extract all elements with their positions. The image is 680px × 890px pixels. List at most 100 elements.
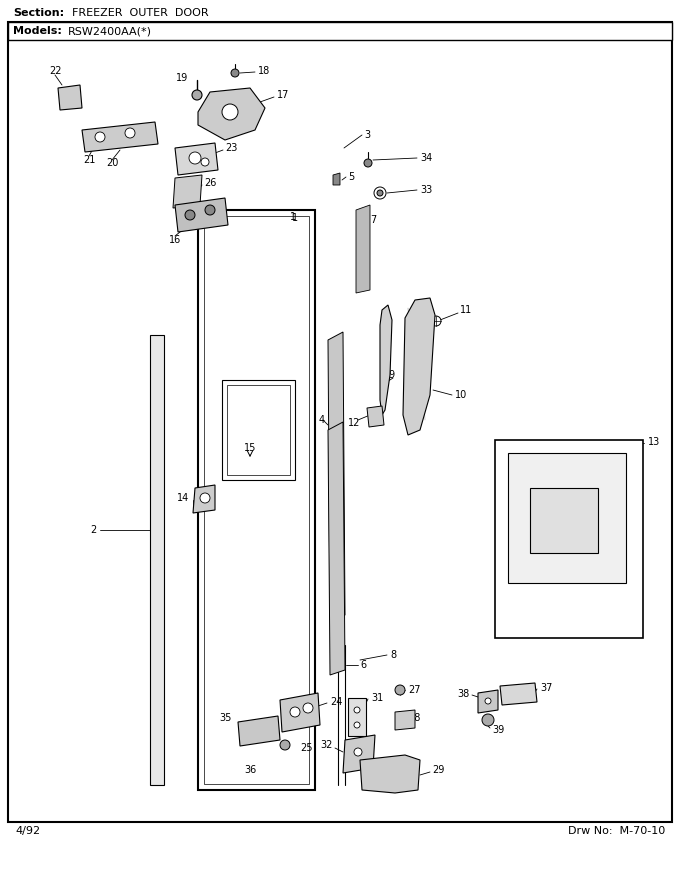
Text: 15: 15 — [244, 443, 256, 453]
Circle shape — [200, 493, 210, 503]
Bar — [530, 488, 598, 553]
Polygon shape — [198, 88, 265, 140]
Text: 9: 9 — [389, 370, 395, 380]
Circle shape — [231, 69, 239, 77]
Bar — [508, 453, 626, 583]
Text: 18: 18 — [258, 66, 270, 76]
Text: 21: 21 — [83, 155, 95, 165]
Polygon shape — [193, 485, 215, 513]
Circle shape — [377, 190, 383, 196]
Circle shape — [280, 740, 290, 750]
Circle shape — [303, 703, 313, 713]
Text: 11: 11 — [460, 305, 472, 315]
Polygon shape — [478, 690, 498, 713]
Text: 35: 35 — [220, 713, 232, 723]
Text: 17: 17 — [277, 90, 290, 100]
Polygon shape — [356, 205, 370, 293]
Text: 28: 28 — [408, 713, 420, 723]
Text: 39: 39 — [492, 725, 505, 735]
Text: 32: 32 — [321, 740, 333, 750]
Text: 7: 7 — [370, 215, 376, 225]
Text: 38: 38 — [458, 689, 470, 699]
Circle shape — [290, 707, 300, 717]
Circle shape — [192, 90, 202, 100]
Text: Models:: Models: — [13, 26, 62, 36]
Bar — [348, 698, 366, 736]
Polygon shape — [500, 683, 537, 705]
Bar — [8, 22, 672, 40]
Text: 2: 2 — [90, 525, 96, 535]
Polygon shape — [380, 305, 392, 415]
Text: 4: 4 — [319, 415, 325, 425]
Text: 1: 1 — [290, 212, 296, 222]
Text: FREEZER  OUTER  DOOR: FREEZER OUTER DOOR — [72, 8, 209, 18]
Bar — [204, 216, 309, 784]
Polygon shape — [58, 85, 82, 110]
Circle shape — [125, 128, 135, 138]
Circle shape — [354, 722, 360, 728]
Text: 25: 25 — [300, 743, 313, 753]
Circle shape — [364, 159, 372, 167]
Polygon shape — [175, 198, 228, 232]
Polygon shape — [395, 710, 415, 730]
Bar — [150, 335, 164, 785]
Polygon shape — [238, 716, 280, 746]
Text: 13: 13 — [648, 437, 660, 447]
Bar — [495, 440, 643, 638]
Text: 30: 30 — [389, 768, 401, 778]
Text: 12: 12 — [347, 418, 360, 428]
Text: 37: 37 — [540, 683, 552, 693]
Text: 10: 10 — [455, 390, 467, 400]
Circle shape — [201, 158, 209, 166]
Text: 16: 16 — [169, 235, 181, 245]
Polygon shape — [328, 422, 345, 675]
Circle shape — [431, 316, 441, 326]
Text: 3: 3 — [364, 130, 370, 140]
Text: 8: 8 — [390, 650, 396, 660]
Circle shape — [95, 132, 105, 142]
Bar — [222, 380, 295, 480]
Polygon shape — [403, 298, 435, 435]
Circle shape — [354, 707, 360, 713]
Polygon shape — [360, 755, 420, 793]
Text: 27: 27 — [408, 685, 420, 695]
Bar — [8, 22, 672, 822]
Polygon shape — [343, 735, 375, 773]
Circle shape — [482, 714, 494, 726]
Bar — [198, 210, 315, 790]
Text: RSW2400AA(*): RSW2400AA(*) — [68, 26, 152, 36]
Text: Drw No:  M-70-10: Drw No: M-70-10 — [568, 826, 665, 836]
Circle shape — [374, 187, 386, 199]
Circle shape — [222, 104, 238, 120]
Text: 24: 24 — [330, 697, 342, 707]
Text: 20: 20 — [106, 158, 118, 168]
Polygon shape — [173, 175, 202, 208]
Text: 34: 34 — [420, 153, 432, 163]
Circle shape — [485, 698, 491, 704]
Text: 33: 33 — [420, 185, 432, 195]
Polygon shape — [328, 332, 345, 620]
Text: 29: 29 — [432, 765, 444, 775]
Text: 1: 1 — [292, 213, 298, 223]
Text: 23: 23 — [225, 143, 237, 153]
Text: 19: 19 — [176, 73, 188, 83]
Polygon shape — [280, 693, 320, 732]
Text: 26: 26 — [204, 178, 216, 188]
Polygon shape — [367, 406, 384, 427]
Text: 36: 36 — [244, 765, 256, 775]
Text: 4/92: 4/92 — [15, 826, 40, 836]
Text: 5: 5 — [348, 172, 354, 182]
Text: Section:: Section: — [13, 8, 64, 18]
Polygon shape — [175, 143, 218, 175]
Circle shape — [395, 685, 405, 695]
Polygon shape — [82, 122, 158, 152]
Polygon shape — [333, 173, 340, 185]
Text: 31: 31 — [371, 693, 384, 703]
Circle shape — [354, 748, 362, 756]
Circle shape — [205, 205, 215, 215]
Text: 22: 22 — [49, 66, 61, 76]
Text: 6: 6 — [360, 660, 366, 670]
Circle shape — [189, 152, 201, 164]
Text: 14: 14 — [177, 493, 189, 503]
Bar — [227, 385, 290, 475]
